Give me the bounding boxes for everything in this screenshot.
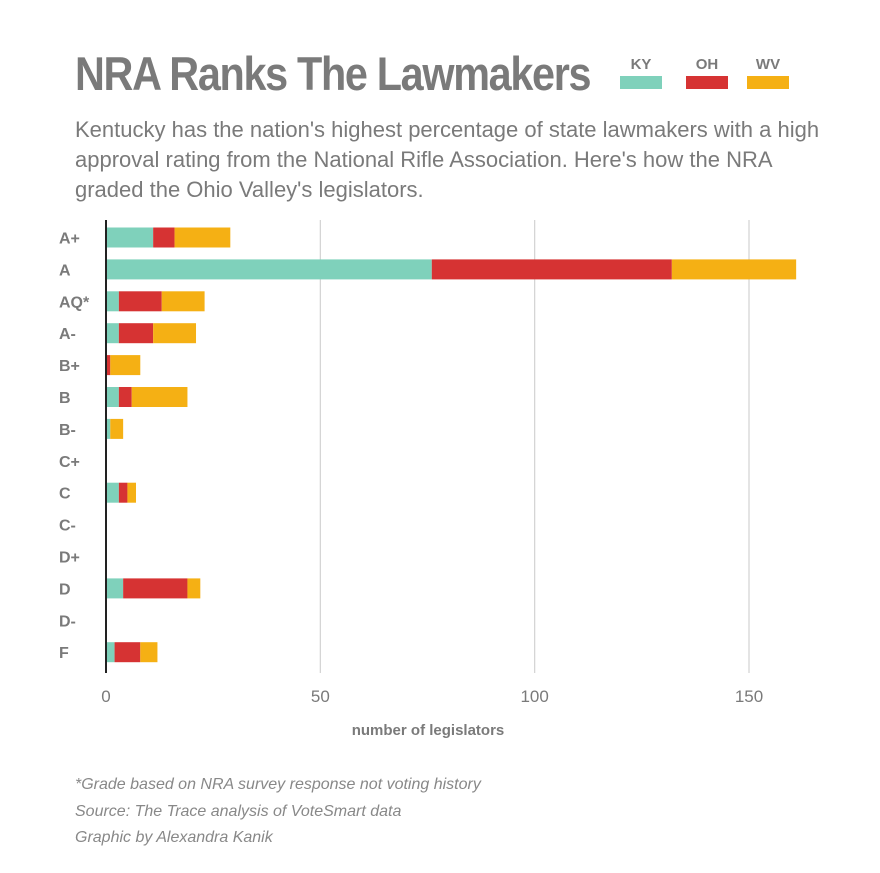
bar-oh-B+ xyxy=(106,355,111,376)
legend-item-wv: WV xyxy=(747,56,789,89)
x-tick-label: 50 xyxy=(311,687,330,706)
legend-swatch-ky xyxy=(620,76,662,89)
bar-ky-D xyxy=(106,578,124,599)
bar-oh-AQ* xyxy=(118,291,162,312)
category-label: D xyxy=(59,581,71,598)
category-label: B- xyxy=(59,422,76,439)
category-label: A xyxy=(59,262,71,279)
bar-ky-A- xyxy=(106,323,119,344)
bar-wv-A- xyxy=(153,323,197,344)
legend-swatch-wv xyxy=(747,76,789,89)
legend-item-ky: KY xyxy=(620,56,662,89)
x-tick-label: 150 xyxy=(735,687,763,706)
bar-oh-A- xyxy=(118,323,154,344)
category-label: AQ* xyxy=(59,294,90,311)
legend-label-ky: KY xyxy=(630,56,652,73)
credit-note: Graphic by Alexandra Kanik xyxy=(75,829,273,846)
bar-oh-C xyxy=(118,482,128,503)
bar-ky-C xyxy=(106,482,119,503)
bar-wv-B xyxy=(131,387,188,407)
legend-swatch-oh xyxy=(686,76,728,89)
category-label: A- xyxy=(59,326,76,343)
footer: *Grade based on NRA survey response not … xyxy=(75,772,481,852)
bar-ky-F xyxy=(106,642,115,663)
bar-wv-D xyxy=(187,578,201,599)
chart-title: NRA Ranks The Lawmakers xyxy=(75,47,592,100)
stacked-bar-chart: A+ A AQ* A- B+ B B- C+ C C- D+ D D- F 0 50 100 150 number … xyxy=(59,220,797,739)
chart-subtitle: Kentucky has the nation's highest percen… xyxy=(75,117,820,202)
bar-wv-F xyxy=(140,642,158,663)
bar-ky-B xyxy=(106,387,119,407)
bar-ky-AQ* xyxy=(106,291,119,312)
bar-wv-A xyxy=(671,259,797,280)
bar-oh-F xyxy=(114,642,141,663)
category-label: C- xyxy=(59,518,76,535)
footnote: *Grade based on NRA survey response not … xyxy=(75,776,481,793)
bar-wv-B- xyxy=(110,418,124,439)
legend-label-wv: WV xyxy=(755,56,781,73)
bar-wv-B+ xyxy=(110,355,141,376)
bar-oh-D xyxy=(123,578,188,599)
source-note: Source: The Trace analysis of VoteSmart … xyxy=(75,802,402,820)
x-tick-label: 0 xyxy=(101,687,110,706)
bar-ky-A xyxy=(106,259,432,280)
legend: KY OH WV xyxy=(620,56,800,96)
x-tick-label: 100 xyxy=(520,687,548,706)
category-label: D+ xyxy=(59,550,80,567)
x-axis-title: number of legislators xyxy=(352,722,505,739)
category-label: B xyxy=(59,390,71,407)
bar-ky-B- xyxy=(106,418,111,439)
bar-wv-C xyxy=(127,482,137,503)
bar-oh-B xyxy=(118,387,132,407)
category-label: F xyxy=(59,645,69,662)
bar-ky-A+ xyxy=(106,227,154,248)
legend-label-oh: OH xyxy=(695,56,719,73)
category-label: D- xyxy=(59,613,76,630)
bar-oh-A+ xyxy=(153,227,175,248)
category-label: A+ xyxy=(59,231,80,248)
category-label: B+ xyxy=(59,358,80,375)
category-label: C+ xyxy=(59,454,80,471)
category-label: C xyxy=(59,486,71,503)
bar-wv-AQ* xyxy=(161,291,205,312)
legend-item-oh: OH xyxy=(686,56,728,89)
bar-wv-A+ xyxy=(174,227,231,248)
bar-oh-A xyxy=(431,259,672,280)
